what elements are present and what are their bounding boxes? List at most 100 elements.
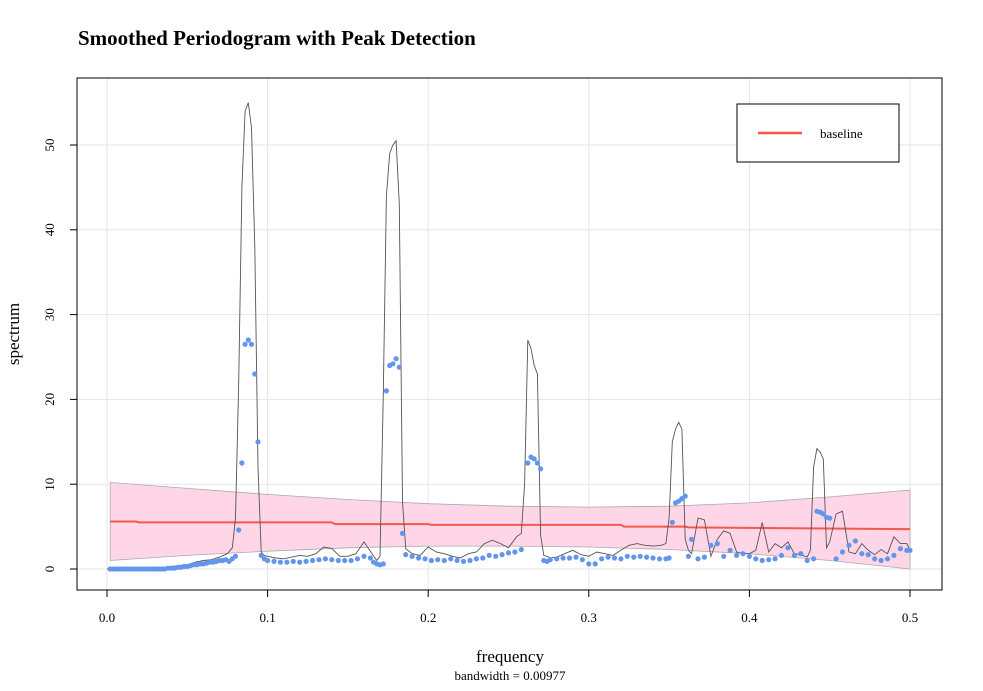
x-tick-label: 0.0 <box>99 610 115 625</box>
spectrum-point <box>791 552 798 559</box>
spectrum-point <box>316 557 322 563</box>
spectrum-point <box>354 556 361 562</box>
spectrum-point <box>310 557 316 564</box>
spectrum-point <box>367 555 373 561</box>
spectrum-point <box>859 551 865 557</box>
spectrum-point <box>611 555 618 561</box>
spectrum-point <box>277 559 283 565</box>
spectrum-point <box>499 552 505 558</box>
spectrum-point <box>804 557 810 564</box>
legend: baseline <box>736 103 900 163</box>
spectrum-point <box>669 519 675 526</box>
spectrum-point <box>579 557 586 563</box>
spectrum-point <box>682 493 688 499</box>
spectrum-point <box>290 558 296 565</box>
spectrum-point <box>399 530 406 537</box>
spectrum-point <box>416 555 422 561</box>
spectrum-point <box>534 460 541 466</box>
spectrum-point <box>618 556 624 562</box>
y-tick-label: 50 <box>42 139 57 152</box>
spectrum-point <box>518 546 524 553</box>
spectrum-point <box>258 552 264 559</box>
y-axis: 0 10 20 30 40 50 <box>42 139 78 572</box>
spectrum-point <box>605 554 611 560</box>
x-axis-label: frequency <box>476 647 544 666</box>
y-tick-label: 10 <box>42 478 57 491</box>
spectrum-point <box>714 541 720 547</box>
spectrum-point <box>865 552 871 558</box>
spectrum-point <box>297 559 303 565</box>
spectrum-point <box>348 557 354 564</box>
spectrum-line <box>107 102 911 570</box>
baseline-line <box>110 520 911 531</box>
spectrum-point <box>592 561 598 567</box>
y-tick-label: 30 <box>42 308 57 321</box>
x-axis: 0.0 0.1 0.2 0.3 0.4 0.5 <box>99 589 918 625</box>
spectrum-point <box>766 557 772 563</box>
spectrum-point <box>255 439 261 445</box>
spectrum-point <box>727 547 733 553</box>
spectrum-point <box>785 545 791 551</box>
spectrum-point <box>650 555 656 561</box>
spectrum-point <box>759 557 765 564</box>
spectrum-point <box>631 554 637 560</box>
x-tick-label: 0.2 <box>420 610 436 625</box>
spectrum-point <box>708 542 714 548</box>
spectrum-point <box>811 556 817 562</box>
spectrum-point <box>740 551 746 557</box>
spectrum-point <box>820 511 826 517</box>
spectrum-point <box>512 549 518 555</box>
spectrum-point <box>329 557 335 563</box>
spectrum-point <box>448 556 454 562</box>
spectrum-point <box>252 371 258 377</box>
spectrum-point <box>637 553 643 559</box>
spectrum-point <box>242 341 248 347</box>
spectrum-point <box>884 556 891 562</box>
spectrum-point <box>907 547 913 553</box>
x-tick-label: 0.3 <box>581 610 597 625</box>
spectrum-point <box>380 561 386 567</box>
spectrum-point <box>872 556 878 562</box>
spectrum-point <box>547 557 553 563</box>
spectrum-point <box>335 557 341 564</box>
y-tick-label: 40 <box>42 223 57 236</box>
spectrum-point <box>586 561 592 567</box>
spectrum-point <box>624 553 630 559</box>
spectrum-point <box>284 559 290 565</box>
bandwidth-label: bandwidth = 0.00977 <box>455 668 566 683</box>
spectrum-point <box>409 553 415 559</box>
spectrum-point <box>778 552 785 559</box>
spectrum-point <box>833 556 839 562</box>
spectrum-point <box>486 552 492 559</box>
spectrum-point <box>435 557 441 563</box>
spectrum-point <box>772 556 778 562</box>
spectrum-point <box>846 542 852 548</box>
spectrum-point <box>393 356 399 362</box>
spectrum-point <box>721 553 727 559</box>
spectrum-line-series <box>107 102 911 570</box>
x-tick-label: 0.1 <box>259 610 275 625</box>
x-tick-label: 0.5 <box>902 610 918 625</box>
spectrum-point <box>827 515 833 521</box>
spectrum-point <box>839 549 846 555</box>
spectrum-point <box>656 556 663 562</box>
spectrum-point <box>695 556 701 562</box>
spectrum-point <box>403 552 409 558</box>
spectrum-point <box>342 557 348 564</box>
spectrum-point <box>746 553 753 559</box>
spectrum-point <box>666 555 672 561</box>
spectrum-point <box>303 558 309 565</box>
spectrum-point <box>454 557 460 564</box>
spectrum-point <box>531 456 537 462</box>
spectrum-point <box>689 536 695 542</box>
spectrum-point <box>644 554 650 560</box>
spectrum-point <box>566 555 573 561</box>
legend-baseline-label: baseline <box>820 126 863 141</box>
spectrum-point <box>361 553 367 559</box>
spectrum-point <box>473 556 479 562</box>
spectrum-point <box>390 361 396 367</box>
spectrum-point <box>599 556 605 562</box>
spectrum-point <box>798 551 804 557</box>
spectrum-point <box>236 527 242 533</box>
